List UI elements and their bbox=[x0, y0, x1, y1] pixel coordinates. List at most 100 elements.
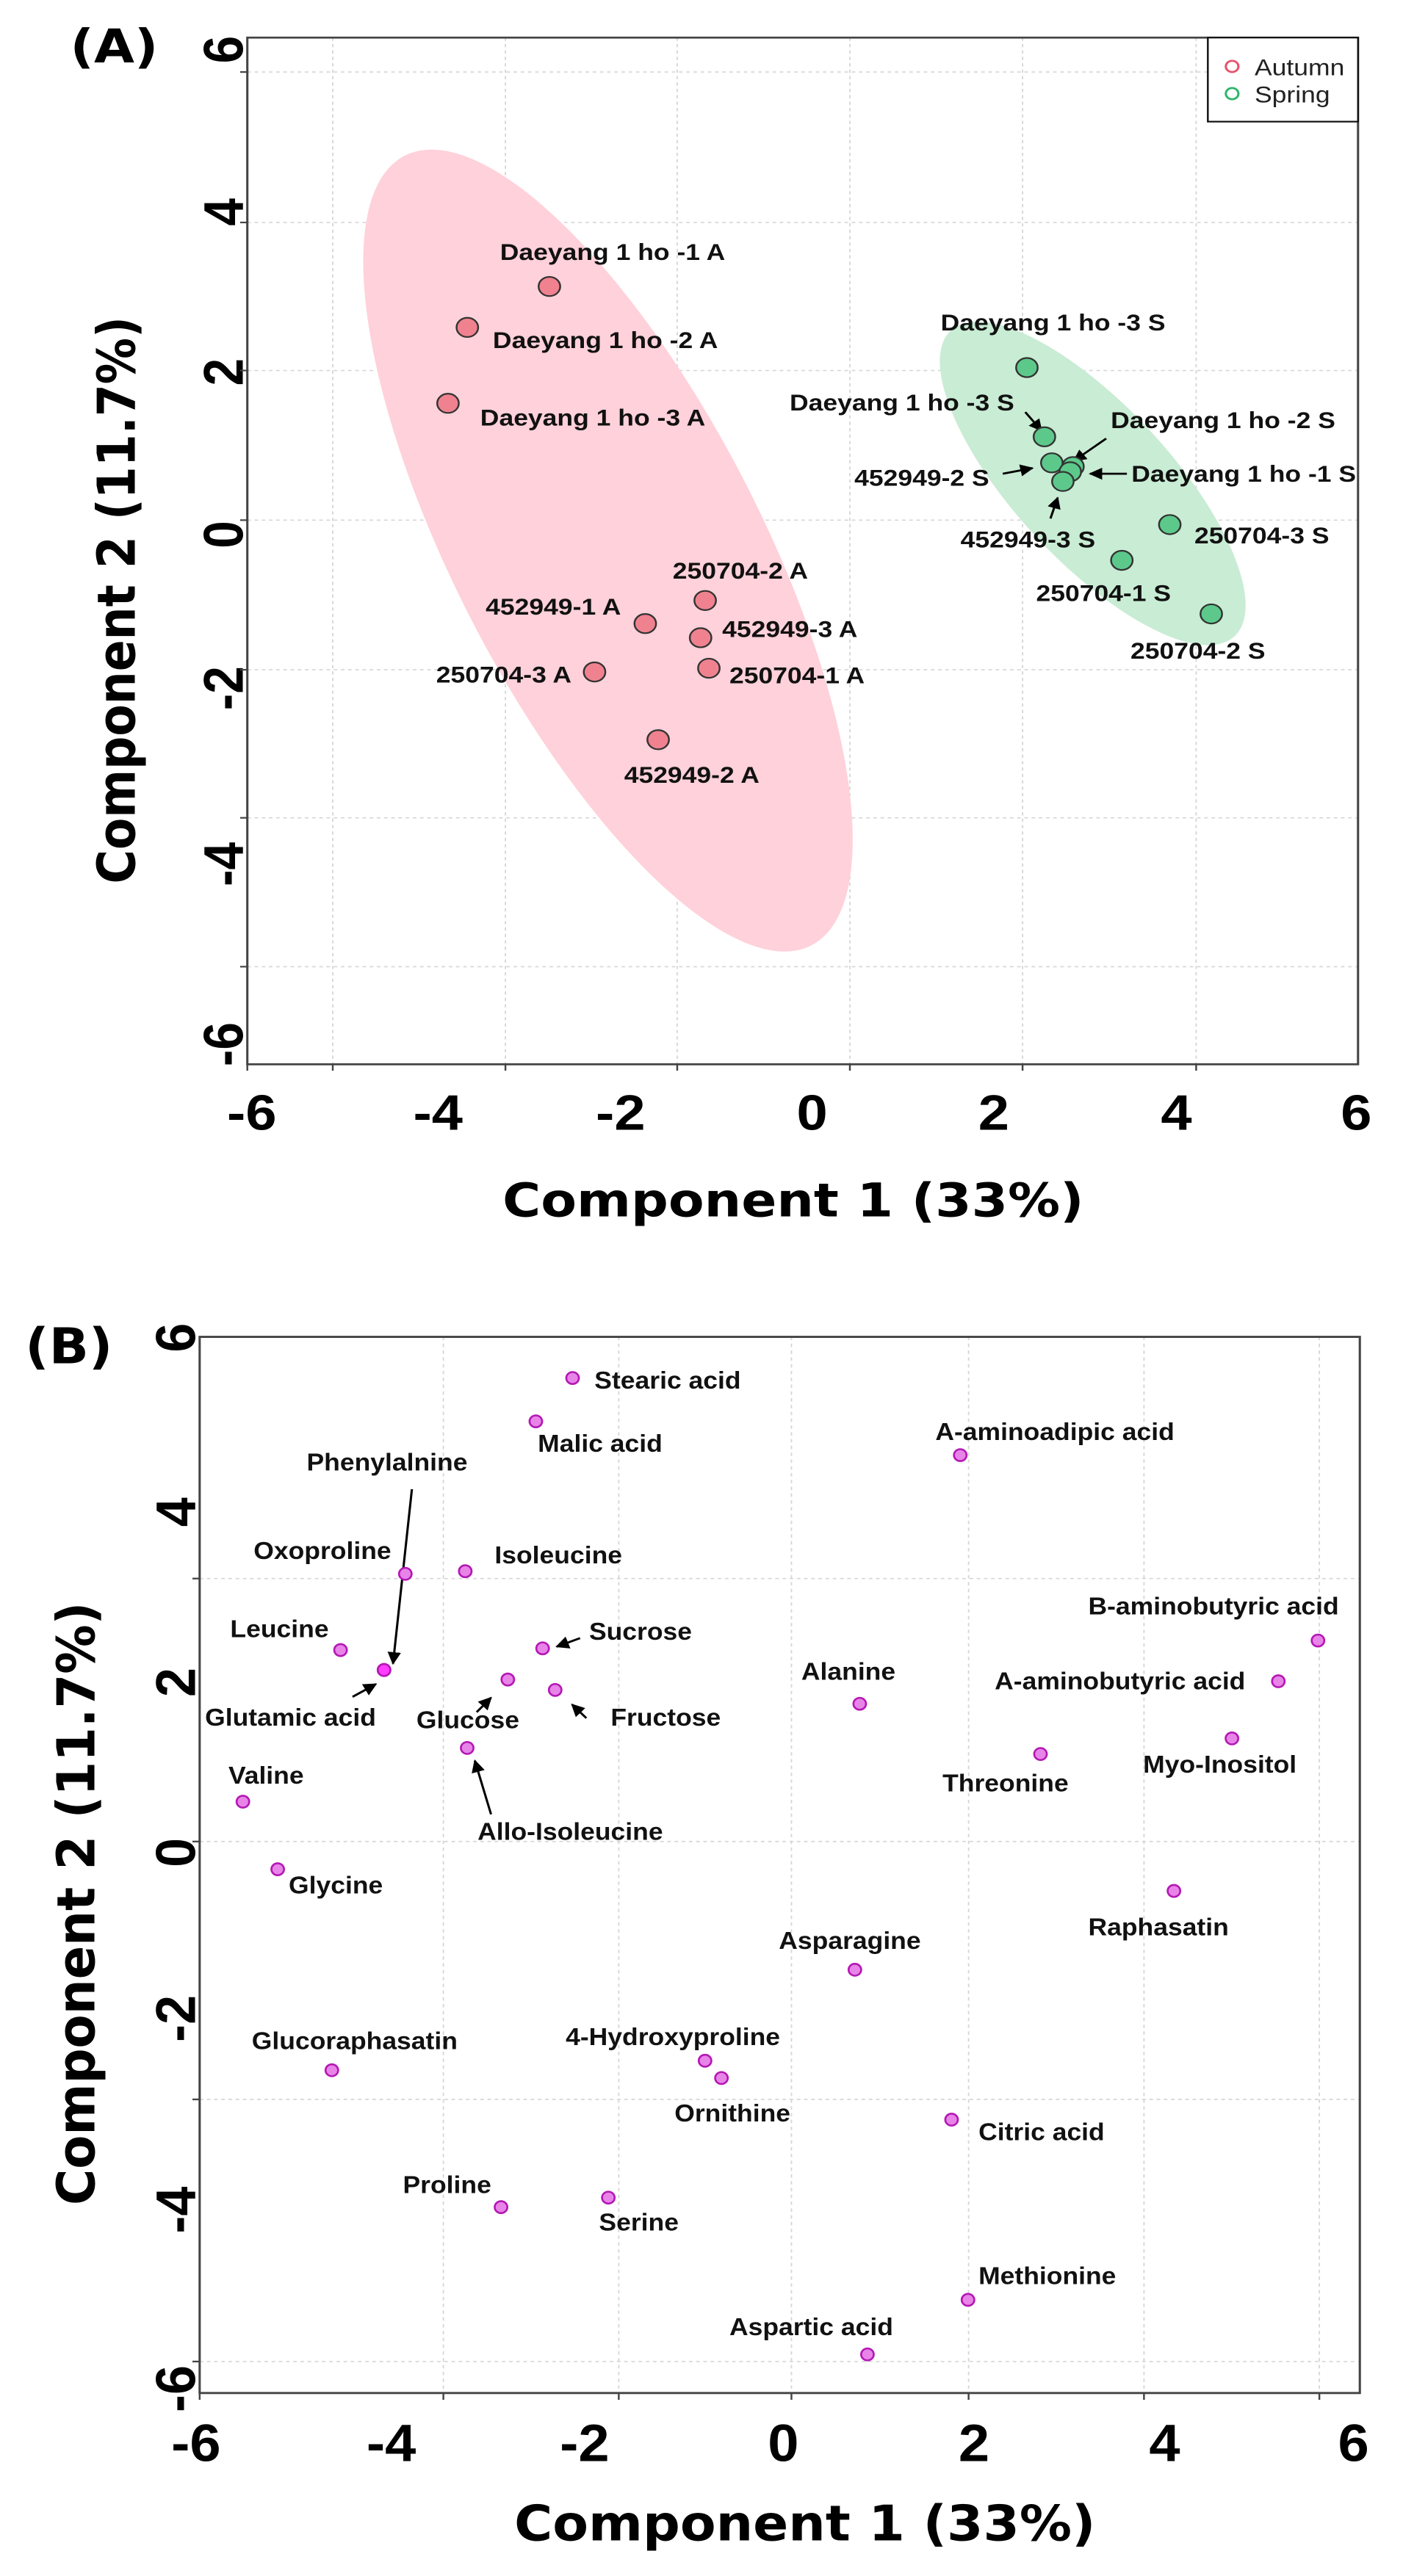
x-tick-label: 0 bbox=[768, 2413, 798, 2472]
annotation-arrow bbox=[1072, 438, 1107, 462]
data-label-methionine: Methionine bbox=[978, 2262, 1116, 2290]
data-point-valine bbox=[235, 1795, 250, 1809]
data-label-250704-2-s: 250704-2 S bbox=[1130, 639, 1266, 665]
annotation-arrow bbox=[1024, 411, 1043, 432]
data-label-b-aminobutyric-acid: B-aminobutyric acid bbox=[1088, 1593, 1338, 1620]
data-label-alanine: Alanine bbox=[801, 1658, 895, 1685]
data-point-452949-1-a bbox=[633, 613, 657, 634]
y-tick-label: -2 bbox=[145, 1995, 207, 2042]
y-tick-label: -6 bbox=[145, 2365, 207, 2412]
data-label-250704-3-a: 250704-3 A bbox=[436, 662, 571, 688]
x-tick-label: 4 bbox=[1149, 2413, 1180, 2472]
y-tick-label: 6 bbox=[193, 36, 256, 64]
data-point-proline bbox=[494, 2200, 509, 2215]
x-tick-label: -6 bbox=[171, 2413, 220, 2472]
data-point-b-aminobutyric-acid bbox=[1310, 1633, 1326, 1648]
data-label-citric-acid: Citric acid bbox=[978, 2119, 1105, 2146]
y-tick-label: 2 bbox=[145, 1668, 207, 1697]
panel-a-pls-da-score-plot: Daeyang 1 ho -1 A Daeyang 1 ho -2 A Daeyan… bbox=[71, 20, 1372, 1228]
data-label-a-aminobutyric-acid: A-aminobutyric acid bbox=[995, 1668, 1245, 1695]
legend-autumn-marker bbox=[1225, 59, 1240, 73]
legend: Autumn Spring bbox=[1207, 37, 1360, 123]
data-label-proline: Proline bbox=[403, 2171, 491, 2199]
data-label-glucose: Glucose bbox=[416, 1707, 519, 1734]
annotation-arrow bbox=[571, 1703, 588, 1719]
x-tick-label: -4 bbox=[414, 1086, 464, 1141]
data-point-allo-isoleucine bbox=[460, 1740, 475, 1755]
data-point-glucoraphasatin bbox=[324, 2063, 339, 2077]
data-point-452949-3-s bbox=[1051, 471, 1075, 492]
y-tick-label: -6 bbox=[193, 1022, 256, 1066]
data-label-452949-1-a: 452949-1 A bbox=[486, 595, 621, 621]
data-point-250704-2-s bbox=[1200, 603, 1223, 625]
annotation-arrow bbox=[472, 1759, 492, 1815]
data-point-methionine bbox=[960, 2293, 975, 2307]
data-point-serine bbox=[601, 2190, 616, 2205]
x-tick-label: 2 bbox=[959, 2413, 989, 2472]
data-label-452949-2-a: 452949-2 A bbox=[624, 763, 760, 789]
annotation-arrow bbox=[1002, 464, 1034, 477]
x-tick-label: -4 bbox=[367, 2413, 416, 2472]
data-point-250704-1-s bbox=[1110, 549, 1134, 571]
data-point-a-aminobutyric-acid bbox=[1271, 1674, 1286, 1688]
data-label-threonine: Threonine bbox=[942, 1770, 1069, 1797]
legend-spring-marker bbox=[1225, 87, 1240, 101]
data-point-daeyang-1-ho-3-s bbox=[1032, 426, 1056, 447]
data-point-malic-acid bbox=[528, 1414, 544, 1428]
legend-spring-label: Spring bbox=[1255, 82, 1330, 108]
data-point-4-hydroxyproline bbox=[697, 2053, 713, 2068]
y-tick-label: 4 bbox=[193, 198, 256, 226]
data-label-glycine: Glycine bbox=[289, 1872, 383, 1899]
panel-b-loading-plot: Stearic acid Malic acid A-aminoadipic acid… bbox=[25, 1318, 1368, 2553]
data-point-raphasatin bbox=[1166, 1884, 1182, 1898]
data-point-alanine bbox=[852, 1696, 868, 1711]
y-tick-label: -4 bbox=[193, 842, 256, 886]
data-label-fructose: Fructose bbox=[610, 1704, 721, 1732]
panel-label: (B) bbox=[25, 1318, 112, 1375]
autumn-confidence-ellipse bbox=[363, 149, 853, 952]
data-label-sucrose: Sucrose bbox=[589, 1618, 692, 1646]
data-label-phenylalnine: Phenylalnine bbox=[307, 1449, 468, 1476]
data-label-serine: Serine bbox=[599, 2209, 679, 2236]
y-tick-label: 0 bbox=[193, 521, 256, 549]
data-label-glutamic-acid: Glutamic acid bbox=[205, 1704, 376, 1732]
data-label-daeyang-1-ho-2-a: Daeyang 1 ho -2 A bbox=[493, 328, 718, 354]
y-tick-label: 6 bbox=[145, 1323, 207, 1353]
data-label-valine: Valine bbox=[228, 1762, 304, 1790]
x-axis-title: Component 1 (33%) bbox=[502, 1173, 1083, 1227]
x-tick-label: -2 bbox=[560, 2413, 609, 2472]
data-label-isoleucine: Isoleucine bbox=[494, 1542, 622, 1569]
data-label-daeyang-1-ho-3-a: Daeyang 1 ho -3 A bbox=[480, 405, 705, 431]
x-tick-label: 6 bbox=[1341, 1086, 1371, 1141]
data-label-daeyang-1-ho-3-s: Daeyang 1 ho -3 S bbox=[790, 391, 1014, 416]
data-label-asparagine: Asparagine bbox=[779, 1928, 920, 1955]
x-tick-label: 4 bbox=[1161, 1086, 1191, 1141]
x-tick-label: -6 bbox=[227, 1086, 276, 1141]
data-label-myo-inositol: Myo-Inositol bbox=[1143, 1751, 1296, 1779]
data-point-fructose bbox=[547, 1682, 563, 1697]
data-point-daeyang-1-ho-3-s bbox=[1015, 357, 1039, 378]
data-label-250704-3-s: 250704-3 S bbox=[1194, 524, 1330, 549]
data-point-threonine bbox=[1033, 1747, 1048, 1762]
data-point-glutamic-acid bbox=[376, 1663, 392, 1677]
data-point-aspartic-acid bbox=[860, 2347, 875, 2362]
y-tick-label: 2 bbox=[193, 358, 256, 386]
data-point-stearic-acid bbox=[565, 1371, 580, 1385]
data-point-daeyang-1-ho-2-a bbox=[455, 316, 480, 339]
data-label-ornithine: Ornithine bbox=[674, 2100, 790, 2127]
data-label-250704-2-a: 250704-2 A bbox=[673, 559, 808, 585]
data-label-allo-isoleucine: Allo-Isoleucine bbox=[477, 1818, 663, 1845]
data-label-daeyang-1-ho-3-s: Daeyang 1 ho -3 S bbox=[941, 311, 1166, 336]
data-point-isoleucine bbox=[458, 1564, 473, 1579]
y-tick-label: 0 bbox=[145, 1838, 207, 1867]
data-point-myo-inositol bbox=[1225, 1732, 1240, 1745]
annotation-arrow bbox=[352, 1683, 378, 1698]
data-point-250704-2-a bbox=[693, 590, 717, 611]
data-label-daeyang-1-ho-1-a: Daeyang 1 ho -1 A bbox=[500, 240, 725, 266]
data-label-stearic-acid: Stearic acid bbox=[594, 1367, 740, 1394]
data-point-oxoproline bbox=[397, 1566, 413, 1581]
data-point-daeyang-1-ho-3-a bbox=[436, 393, 460, 414]
data-point-452949-2-a bbox=[646, 729, 670, 750]
data-label-452949-3-a: 452949-3 A bbox=[722, 617, 857, 643]
data-label-aspartic-acid: Aspartic acid bbox=[729, 2314, 893, 2341]
